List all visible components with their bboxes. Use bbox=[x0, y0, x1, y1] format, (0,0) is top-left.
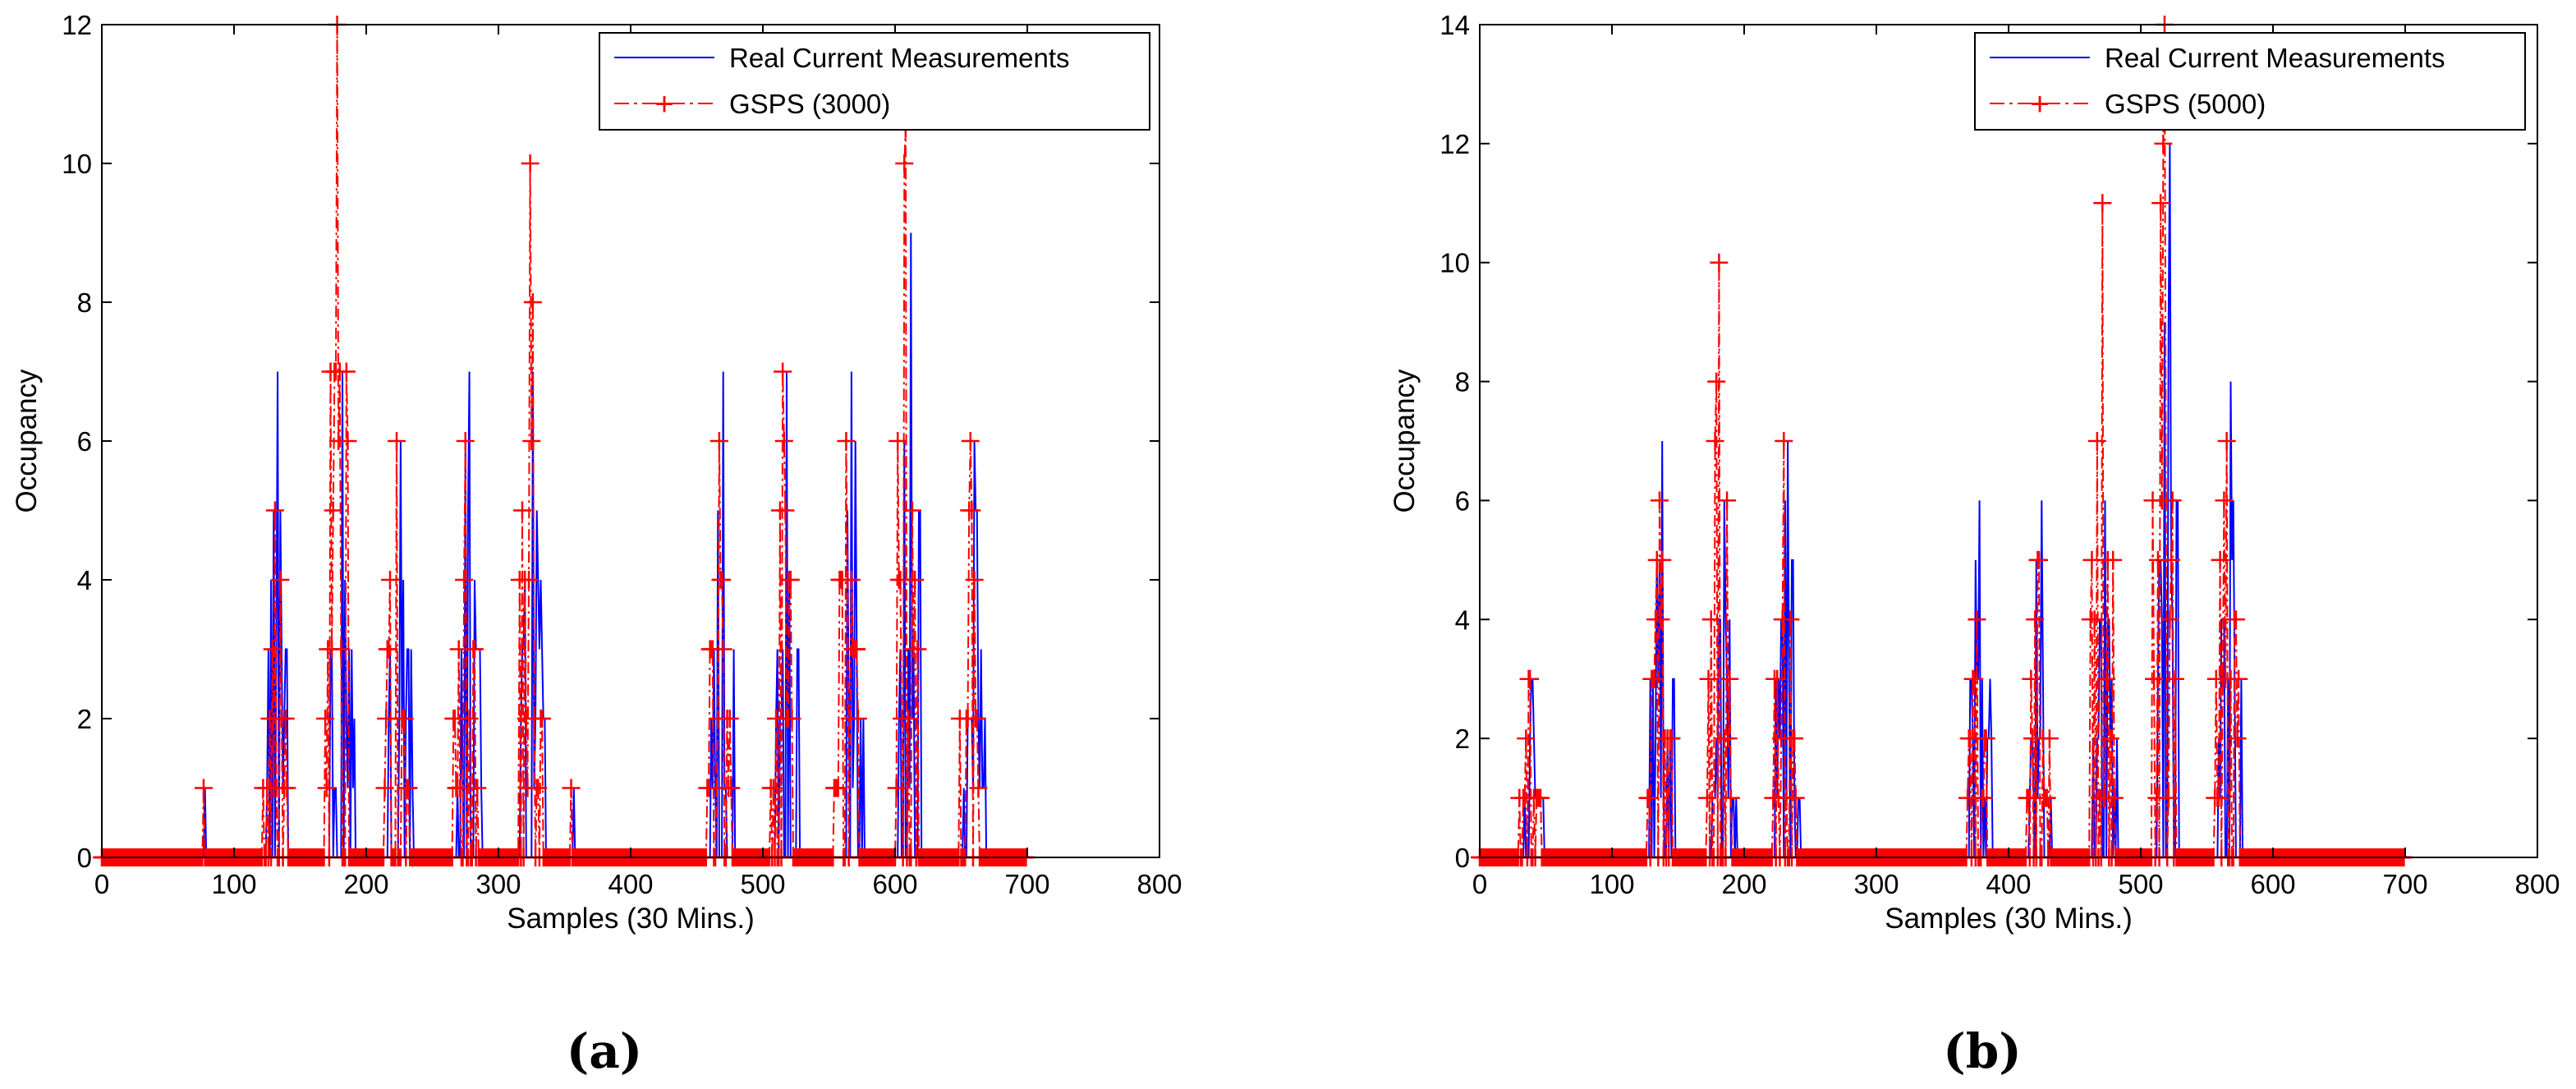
x-tick-label: 300 bbox=[475, 869, 521, 899]
axes-frame bbox=[1479, 24, 2538, 858]
panel-label-a: (a) bbox=[567, 1023, 642, 1079]
panel-a-legend: Real Current Measurements + GSPS (3000) bbox=[599, 32, 1150, 131]
legend-marker-plus: + bbox=[654, 86, 673, 122]
legend-label-gsps: GSPS (5000) bbox=[2105, 89, 2266, 119]
x-tick-label: 0 bbox=[94, 869, 109, 899]
x-tick-label: 500 bbox=[740, 869, 785, 899]
x-tick-label: 400 bbox=[1986, 869, 2031, 899]
y-tick-label: 6 bbox=[77, 426, 92, 457]
x-tick-label: 100 bbox=[211, 869, 256, 899]
chart-panel-b: Samples (30 Mins.) Occupancy (b) 0 100 200… bbox=[1389, 10, 2560, 1079]
x-axis-label: Samples (30 Mins.) bbox=[507, 903, 754, 935]
y-tick-label: 0 bbox=[1455, 843, 1470, 873]
y-tick-label: 4 bbox=[1455, 604, 1470, 635]
y-tick-label: 10 bbox=[1440, 248, 1470, 278]
chart-panel-a: Samples (30 Mins.) Occupancy (a) 0 100 200… bbox=[11, 10, 1182, 1079]
y-tick-label: 12 bbox=[62, 10, 92, 40]
x-tick-label: 100 bbox=[1589, 869, 1634, 899]
legend-marker-plus: + bbox=[2030, 86, 2049, 122]
y-axis-label: Occupancy bbox=[1389, 369, 1421, 513]
legend-label-gsps: GSPS (3000) bbox=[729, 89, 890, 119]
x-tick-label: 600 bbox=[872, 869, 917, 899]
x-tick-label: 700 bbox=[1004, 869, 1049, 899]
panel-b-axes: 0 100 200 300 400 500 600 700 800 0 2 4 6 8 10 12 14 bbox=[1440, 10, 2560, 899]
x-tick-label: 400 bbox=[608, 869, 653, 899]
axes-frame bbox=[101, 24, 1160, 858]
x-tick-label: 700 bbox=[2382, 869, 2427, 899]
y-tick-label: 2 bbox=[1455, 724, 1470, 754]
y-tick-label: 8 bbox=[1455, 367, 1470, 397]
y-tick-label: 8 bbox=[77, 287, 92, 318]
legend-box bbox=[599, 32, 1150, 131]
legend-box bbox=[1974, 32, 2526, 131]
x-tick-label: 200 bbox=[1721, 869, 1766, 899]
x-tick-label: 300 bbox=[1853, 869, 1899, 899]
y-tick-label: 0 bbox=[77, 843, 92, 873]
y-tick-label: 12 bbox=[1440, 129, 1470, 159]
legend-label-real: Real Current Measurements bbox=[729, 43, 1070, 73]
x-tick-label: 800 bbox=[2514, 869, 2560, 899]
y-axis-label: Occupancy bbox=[11, 369, 43, 513]
y-tick-label: 10 bbox=[62, 149, 92, 179]
panel-b-legend: Real Current Measurements + GSPS (5000) bbox=[1974, 32, 2526, 131]
panel-a-axes: 0 100 200 300 400 500 600 700 800 0 2 4 6 8 10 12 bbox=[62, 10, 1182, 899]
x-tick-label: 800 bbox=[1136, 869, 1182, 899]
x-tick-label: 600 bbox=[2250, 869, 2295, 899]
x-tick-label: 200 bbox=[343, 869, 388, 899]
legend-label-real: Real Current Measurements bbox=[2105, 43, 2445, 73]
y-tick-label: 6 bbox=[1455, 485, 1470, 516]
panel-label-b: (b) bbox=[1943, 1023, 2021, 1079]
x-tick-label: 0 bbox=[1472, 869, 1487, 899]
x-axis-label: Samples (30 Mins.) bbox=[1885, 903, 2132, 935]
y-tick-label: 14 bbox=[1440, 10, 1470, 40]
y-tick-label: 2 bbox=[77, 704, 92, 734]
y-tick-label: 4 bbox=[77, 565, 92, 595]
x-tick-label: 500 bbox=[2118, 869, 2163, 899]
